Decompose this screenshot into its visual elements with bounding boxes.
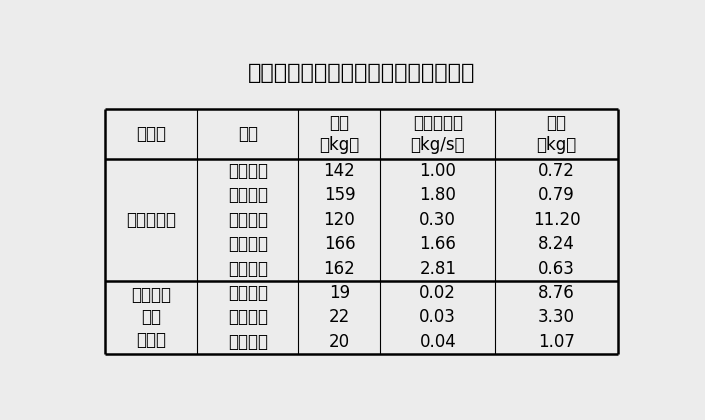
Text: 166: 166 <box>324 235 355 253</box>
Text: 0.02: 0.02 <box>419 284 456 302</box>
Text: 20: 20 <box>329 333 350 351</box>
Text: 1.66: 1.66 <box>419 235 456 253</box>
Text: 料名: 料名 <box>238 125 258 143</box>
Text: 鶏ふん粒: 鶏ふん粒 <box>228 186 268 205</box>
Text: 162: 162 <box>324 260 355 278</box>
Text: 120: 120 <box>324 211 355 229</box>
Text: 22: 22 <box>329 308 350 326</box>
Text: 鶏ふん粉: 鶏ふん粉 <box>228 235 268 253</box>
Text: 11.20: 11.20 <box>533 211 580 229</box>
Text: 0.03: 0.03 <box>419 308 456 326</box>
Text: 8.76: 8.76 <box>538 284 575 302</box>
Text: 1.00: 1.00 <box>419 162 456 180</box>
Text: ライムソワ: ライムソワ <box>126 211 176 229</box>
Text: 表２　粒状有機肥料の繰出し試験結果: 表２ 粒状有機肥料の繰出し試験結果 <box>247 63 475 83</box>
Text: 0.30: 0.30 <box>419 211 456 229</box>
Text: 0.04: 0.04 <box>419 333 456 351</box>
Text: 平均繰出量
（kg/s）: 平均繰出量 （kg/s） <box>410 113 465 154</box>
Text: 牛ふん粒: 牛ふん粒 <box>228 284 268 302</box>
Text: 鶏ふん粒: 鶏ふん粒 <box>228 308 268 326</box>
Text: 機械名: 機械名 <box>136 125 166 143</box>
Text: 牛ふん粉: 牛ふん粉 <box>228 211 268 229</box>
Text: 2.81: 2.81 <box>419 260 456 278</box>
Text: 0.79: 0.79 <box>538 186 575 205</box>
Text: 142: 142 <box>324 162 355 180</box>
Text: 19: 19 <box>329 284 350 302</box>
Text: 化成肥料: 化成肥料 <box>228 260 268 278</box>
Text: 残量
（kg）: 残量 （kg） <box>537 113 577 154</box>
Text: 化成肥料: 化成肥料 <box>228 333 268 351</box>
Text: 全量
（kg）: 全量 （kg） <box>319 113 360 154</box>
Text: 1.80: 1.80 <box>419 186 456 205</box>
Text: 0.63: 0.63 <box>538 260 575 278</box>
Text: 1.07: 1.07 <box>538 333 575 351</box>
Text: 牛ふん粒: 牛ふん粒 <box>228 162 268 180</box>
Text: 8.24: 8.24 <box>538 235 575 253</box>
Text: ローラ式
条は
施肥機: ローラ式 条は 施肥機 <box>131 286 171 349</box>
Text: 0.72: 0.72 <box>538 162 575 180</box>
Text: 3.30: 3.30 <box>538 308 575 326</box>
Text: 159: 159 <box>324 186 355 205</box>
